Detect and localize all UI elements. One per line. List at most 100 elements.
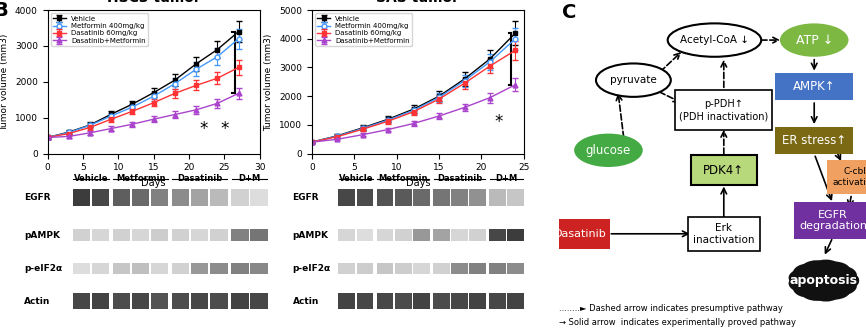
FancyBboxPatch shape [395, 189, 411, 205]
Ellipse shape [801, 260, 832, 279]
FancyBboxPatch shape [827, 160, 866, 194]
FancyBboxPatch shape [132, 263, 149, 274]
Text: B: B [0, 1, 9, 20]
FancyBboxPatch shape [507, 293, 524, 309]
FancyBboxPatch shape [395, 229, 411, 240]
FancyBboxPatch shape [92, 263, 109, 274]
Ellipse shape [827, 271, 859, 290]
FancyBboxPatch shape [377, 293, 393, 309]
Text: *: * [494, 113, 502, 131]
FancyBboxPatch shape [775, 127, 853, 154]
Ellipse shape [574, 134, 643, 167]
FancyBboxPatch shape [675, 90, 772, 130]
FancyBboxPatch shape [210, 229, 228, 240]
FancyBboxPatch shape [377, 189, 393, 205]
FancyBboxPatch shape [489, 229, 506, 240]
FancyBboxPatch shape [469, 293, 486, 309]
FancyBboxPatch shape [250, 293, 268, 309]
Text: p-PDH↑
(PDH inactivation): p-PDH↑ (PDH inactivation) [679, 100, 768, 121]
FancyBboxPatch shape [113, 263, 130, 274]
FancyBboxPatch shape [469, 229, 486, 240]
FancyBboxPatch shape [433, 229, 449, 240]
FancyBboxPatch shape [413, 189, 430, 205]
Text: Actin: Actin [293, 297, 319, 306]
Ellipse shape [793, 264, 825, 282]
Text: glucose: glucose [585, 144, 631, 157]
FancyBboxPatch shape [73, 189, 90, 205]
FancyBboxPatch shape [171, 293, 190, 309]
FancyBboxPatch shape [92, 189, 109, 205]
FancyBboxPatch shape [357, 189, 373, 205]
FancyBboxPatch shape [451, 189, 468, 205]
Text: ATP ↓: ATP ↓ [796, 34, 833, 46]
Text: Vehicle: Vehicle [339, 174, 373, 183]
Text: apoptosis: apoptosis [790, 274, 857, 287]
FancyBboxPatch shape [132, 293, 149, 309]
FancyBboxPatch shape [339, 293, 355, 309]
FancyBboxPatch shape [469, 189, 486, 205]
FancyBboxPatch shape [794, 202, 866, 239]
Ellipse shape [793, 279, 825, 298]
FancyBboxPatch shape [210, 293, 228, 309]
FancyBboxPatch shape [210, 263, 228, 274]
FancyBboxPatch shape [339, 189, 355, 205]
Text: Vehicle: Vehicle [74, 174, 108, 183]
FancyBboxPatch shape [113, 293, 130, 309]
FancyBboxPatch shape [73, 263, 90, 274]
FancyBboxPatch shape [489, 189, 506, 205]
FancyBboxPatch shape [210, 189, 228, 205]
FancyBboxPatch shape [231, 263, 249, 274]
Text: ........► Dashed arrow indicates presumptive pathway: ........► Dashed arrow indicates presump… [559, 305, 783, 313]
Text: Dasatinib: Dasatinib [177, 174, 223, 183]
FancyBboxPatch shape [151, 189, 168, 205]
Ellipse shape [825, 266, 856, 285]
FancyBboxPatch shape [339, 229, 355, 240]
FancyBboxPatch shape [395, 263, 411, 274]
Text: Actin: Actin [24, 297, 51, 306]
FancyBboxPatch shape [413, 229, 430, 240]
Ellipse shape [827, 271, 859, 290]
Ellipse shape [596, 63, 671, 97]
FancyBboxPatch shape [171, 229, 190, 240]
Text: p-eIF2α: p-eIF2α [293, 264, 331, 273]
FancyBboxPatch shape [250, 263, 268, 274]
Ellipse shape [810, 260, 842, 279]
Y-axis label: Tumor volume (mm3): Tumor volume (mm3) [264, 33, 274, 131]
Text: pyruvate: pyruvate [610, 75, 656, 85]
Text: Acetyl-CoA ↓: Acetyl-CoA ↓ [680, 35, 749, 45]
Text: Metformin: Metformin [116, 174, 165, 183]
FancyBboxPatch shape [551, 219, 610, 249]
FancyBboxPatch shape [151, 263, 168, 274]
FancyBboxPatch shape [433, 189, 449, 205]
Text: D+M: D+M [495, 174, 518, 183]
FancyBboxPatch shape [357, 293, 373, 309]
FancyBboxPatch shape [113, 229, 130, 240]
FancyBboxPatch shape [171, 189, 190, 205]
FancyBboxPatch shape [171, 263, 190, 274]
Ellipse shape [793, 265, 854, 296]
FancyBboxPatch shape [489, 293, 506, 309]
Y-axis label: Tumor volume (mm3): Tumor volume (mm3) [0, 33, 10, 131]
Text: C: C [562, 3, 576, 22]
FancyBboxPatch shape [191, 229, 209, 240]
Text: AMPK↑: AMPK↑ [793, 80, 836, 93]
FancyBboxPatch shape [250, 189, 268, 205]
Legend: Vehicle, Metformin 400mg/kg, Dasatinib 60mg/kg, Dasatinib+Metformin: Vehicle, Metformin 400mg/kg, Dasatinib 6… [51, 13, 148, 46]
Text: C-cbl
activation: C-cbl activation [832, 167, 866, 187]
FancyBboxPatch shape [395, 293, 411, 309]
Ellipse shape [801, 282, 832, 301]
FancyBboxPatch shape [250, 229, 268, 240]
Text: *: * [199, 120, 208, 138]
Ellipse shape [789, 274, 821, 293]
Text: Dasatinib: Dasatinib [436, 174, 482, 183]
Text: ER stress↑: ER stress↑ [782, 134, 846, 147]
Ellipse shape [818, 281, 850, 300]
FancyBboxPatch shape [507, 263, 524, 274]
Ellipse shape [810, 283, 842, 302]
FancyBboxPatch shape [191, 263, 209, 274]
Legend: Vehicle, Metformin 400mg/kg, Dasatinib 60mg/kg, Dasatinib+Metformin: Vehicle, Metformin 400mg/kg, Dasatinib 6… [315, 13, 412, 46]
Ellipse shape [789, 268, 821, 287]
Text: EGFR: EGFR [293, 193, 320, 202]
FancyBboxPatch shape [469, 263, 486, 274]
FancyBboxPatch shape [92, 229, 109, 240]
